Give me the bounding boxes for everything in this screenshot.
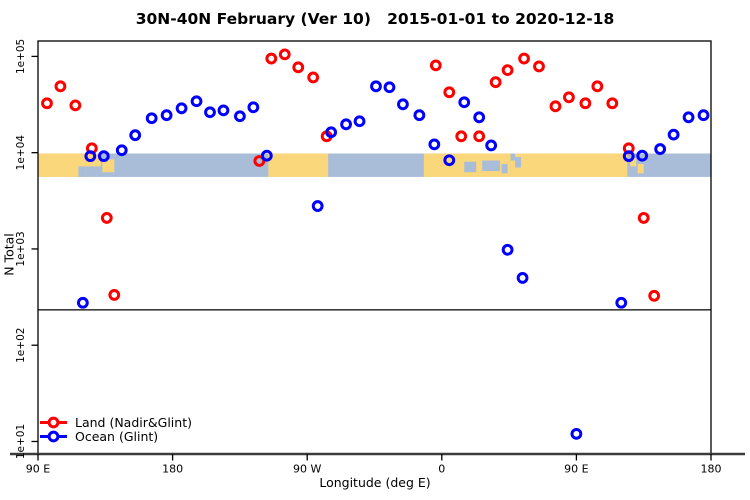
map-band-land-segment — [268, 153, 329, 177]
land-point — [108, 289, 121, 301]
ocean-point — [234, 110, 246, 123]
land-point — [549, 100, 562, 113]
ocean-point — [115, 144, 128, 157]
ocean-point — [311, 200, 324, 212]
x-tick-label: 180 — [701, 463, 722, 476]
ocean-point — [260, 149, 273, 162]
land-point — [579, 97, 592, 110]
land-point — [278, 48, 291, 61]
y-tick-label: 1e+03 — [15, 231, 27, 266]
ocean-point — [697, 109, 710, 122]
ocean-point — [160, 109, 173, 122]
ocean-point — [654, 143, 667, 155]
map-band-ocean-patch — [482, 160, 501, 172]
map-band-land-segment — [510, 153, 628, 177]
x-tick-label: 90 E — [26, 463, 50, 476]
land-point — [265, 52, 278, 65]
y-tick-label: 1e+01 — [15, 424, 27, 459]
legend-marker — [47, 416, 60, 429]
land-point — [41, 97, 53, 110]
land-point — [253, 155, 266, 167]
land-point — [648, 289, 661, 302]
x-tick-label: 90 W — [293, 463, 321, 476]
ocean-point — [97, 150, 110, 163]
ocean-point — [458, 96, 471, 109]
land-point — [533, 60, 545, 73]
ocean-point — [129, 129, 142, 142]
x-axis-label: Longitude (deg E) — [319, 475, 431, 490]
ocean-point — [570, 427, 583, 440]
ocean-point — [622, 150, 635, 163]
map-band-land-segment — [38, 153, 86, 177]
plot-box — [37, 40, 712, 455]
legend-marker — [47, 430, 60, 443]
land-point — [54, 80, 67, 93]
map-band-land-segment — [630, 158, 637, 167]
land-point — [489, 76, 502, 89]
y-tick-label: 1e+04 — [15, 135, 27, 171]
land-point — [100, 212, 113, 224]
land-point — [443, 86, 456, 99]
ocean-point — [190, 95, 203, 108]
ocean-point — [443, 154, 456, 167]
ocean-point — [397, 98, 409, 111]
map-band-ocean-patch — [510, 153, 516, 161]
ocean-point — [175, 102, 188, 115]
y-axis-label: N Total — [1, 233, 17, 276]
ocean-point — [682, 111, 695, 124]
map-band-ocean-patch — [501, 164, 508, 174]
land-point — [429, 59, 442, 72]
land-point — [473, 130, 486, 143]
x-tick-label: 90 E — [564, 463, 588, 476]
ocean-point — [145, 112, 158, 125]
ocean-point — [76, 296, 89, 309]
y-tick-label: 1e+05 — [15, 39, 27, 74]
land-point — [307, 71, 320, 84]
map-band-ocean-patch — [78, 166, 86, 177]
ocean-point — [247, 101, 260, 114]
ocean-point — [516, 272, 529, 284]
land-point — [606, 97, 619, 110]
map-band-land-segment — [102, 159, 115, 173]
x-tick-label: 0 — [438, 463, 445, 476]
ocean-point — [204, 106, 216, 119]
ocean-point — [615, 296, 628, 309]
ocean-point — [636, 149, 649, 162]
ocean-point — [428, 138, 441, 151]
ocean-point — [413, 109, 426, 122]
legend-label: Land (Nadir&Glint) — [75, 415, 192, 430]
ocean-point — [340, 118, 352, 131]
map-band-land-segment — [637, 164, 644, 174]
chart-title: 30N-40N February (Ver 10) 2015-01-01 to … — [135, 10, 615, 28]
land-point — [292, 61, 305, 74]
ocean-point — [325, 126, 338, 139]
map-band-ocean-patch — [464, 161, 477, 173]
x-tick-label: 180 — [162, 463, 183, 476]
land-point — [69, 99, 82, 112]
ocean-point — [501, 243, 514, 256]
land-point — [637, 212, 650, 224]
map-band-ocean-patch — [515, 157, 522, 168]
ocean-point — [473, 111, 486, 124]
y-tick-label: 1e+02 — [15, 328, 27, 363]
land-point — [518, 52, 530, 65]
ocean-point — [217, 104, 230, 117]
ocean-point — [353, 115, 366, 128]
land-point — [563, 91, 575, 104]
ocean-point — [667, 128, 680, 141]
ocean-point — [84, 150, 97, 163]
legend-label: Ocean (Glint) — [75, 429, 158, 444]
ocean-point — [485, 139, 498, 152]
land-point — [501, 64, 514, 77]
land-point — [591, 80, 604, 93]
ocean-point — [383, 81, 396, 94]
ocean-point — [370, 80, 382, 93]
land-point — [455, 130, 468, 143]
